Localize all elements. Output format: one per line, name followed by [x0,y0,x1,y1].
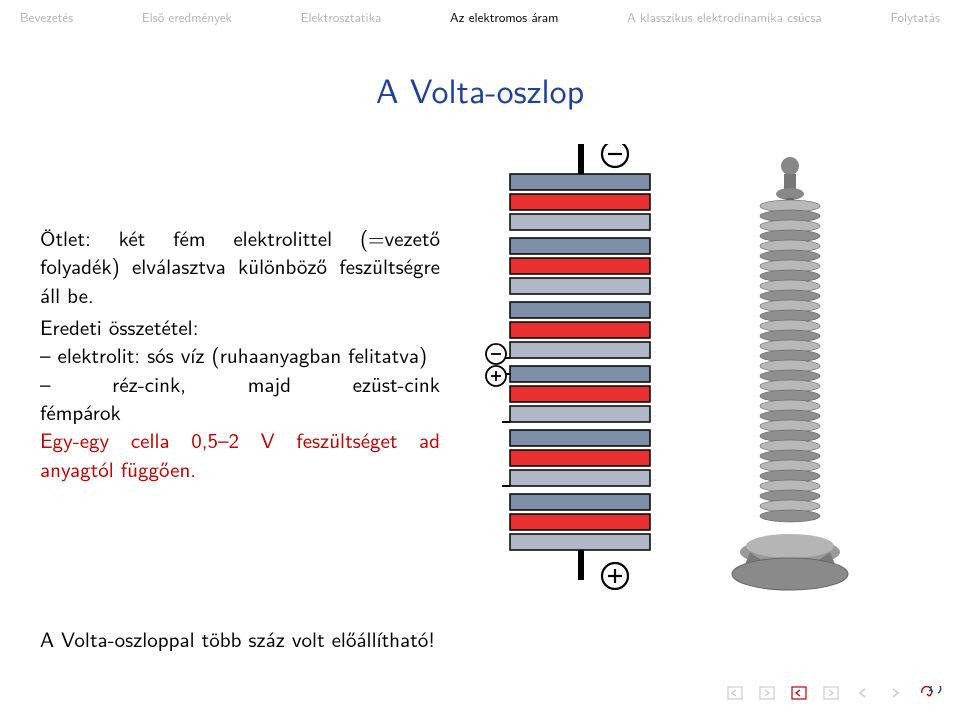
slide-content: Ötlet: két fém elektrolittel (=vezető fo… [0,114,960,604]
composition-block: Eredeti összetétel: – elektrolit: sós ví… [40,313,440,426]
nav-fwd-icon[interactable] [886,684,904,702]
voltaic-pile-diagram [480,144,690,604]
nav-item-intro[interactable]: Bevezetés [20,8,73,27]
idea-paragraph: Ötlet: két fém elektrolittel (=vezető fo… [40,224,440,309]
frame-back-icon[interactable] [726,684,744,702]
nav-item-first[interactable]: Első eredmények [142,8,232,27]
beamer-nav-controls [726,684,942,702]
text-column: Ötlet: két fém elektrolittel (=vezető fo… [40,224,440,483]
nav-item-classical[interactable]: A klasszikus elektrodinamika csúcsa [627,8,821,27]
nav-item-current[interactable]: Az elektromos áram [450,8,558,27]
loop-icon[interactable] [918,684,942,702]
voltaic-pile-photo [720,154,860,594]
metal-pair-line: – réz-cink, majd ezüst-cink [40,370,440,398]
electrolyte-line: – elektrolit: sós víz (ruhaanyag­ban fel… [40,341,440,369]
slide-fwd-icon[interactable] [822,684,840,702]
metal-pair-line2: fémpárok [40,398,440,426]
composition-heading: Eredeti összetétel: [40,313,440,341]
frame-fwd-icon[interactable] [758,684,776,702]
nav-item-continue[interactable]: Folytatás [890,8,940,27]
footer-statement: A Volta-oszloppal több száz volt előállí… [0,624,960,654]
nav-back-icon[interactable] [854,684,872,702]
slide-back-icon[interactable] [790,684,808,702]
section-navbar: Bevezetés Első eredmények Elektrosztatik… [0,0,960,34]
slide-title: A Volta-oszlop [0,64,960,114]
figure-column [480,144,920,604]
nav-item-electrostatics[interactable]: Elektrosztatika [301,8,382,27]
voltage-paragraph: Egy-egy cella 0,5–2 V feszültséget ad an… [40,426,440,483]
